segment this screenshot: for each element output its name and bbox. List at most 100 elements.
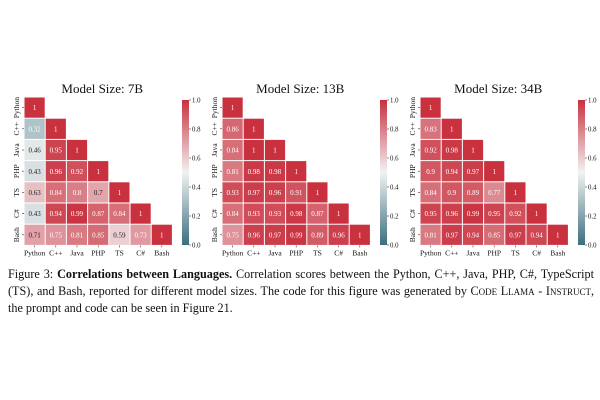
heatmap-cell [66, 182, 88, 203]
cell-value-label: 0.96 [50, 168, 63, 176]
heatmap-cell [66, 161, 88, 182]
cell-value-label: 0.98 [290, 210, 303, 218]
heatmap-cell [243, 224, 264, 245]
heatmap-panel-1: Model Size: 7B 1 0.32 1 0.46 0.95 1 0.43 0.96 0.9… [12, 81, 201, 257]
cell-value-label: 0.77 [488, 189, 501, 197]
y-tick-label: Python [210, 97, 219, 119]
heatmap-cell [88, 224, 109, 245]
heatmap-cell [462, 224, 484, 245]
cell-value-label: 0.84 [50, 189, 63, 197]
y-tick-label: TS [12, 188, 21, 197]
y-tick-label: C++ [12, 122, 21, 135]
cell-value-label: 0.32 [28, 125, 41, 133]
x-tick-label: Bash [154, 248, 169, 257]
x-tick-label: C# [334, 248, 343, 257]
heatmap-cell [130, 203, 151, 224]
heatmap-cell [45, 224, 66, 245]
cell-value-label: 0.63 [28, 189, 41, 197]
y-tick-label: C# [12, 209, 21, 218]
heatmap-cell [420, 118, 441, 139]
heatmap-cell [264, 139, 286, 161]
heatmap-cell [243, 139, 264, 161]
heatmap-cell [420, 224, 441, 245]
colorbar-tick-label: 1.0 [390, 97, 399, 104]
x-tick-label: Java [466, 248, 480, 257]
cell-value-label: 0.98 [269, 168, 282, 176]
y-tick-label: Python [408, 97, 417, 119]
cell-value-label: 0.97 [509, 231, 522, 239]
heatmap-cell [45, 161, 66, 182]
cell-value-label: 1 [316, 189, 320, 197]
caption-label: Figure 3: [8, 267, 54, 281]
cell-value-label: 1 [231, 104, 235, 112]
x-tick-label: C++ [247, 248, 260, 257]
cell-value-label: 0.91 [290, 189, 303, 197]
heatmap-cell [264, 224, 286, 245]
cell-value-label: 0.96 [332, 231, 345, 239]
heatmap-cell [526, 224, 547, 245]
cell-value-label: 0.86 [226, 125, 239, 133]
heatmap-cell [264, 161, 286, 182]
cell-value-label: 0.93 [248, 210, 261, 218]
heatmap-title: Model Size: 7B [61, 81, 143, 96]
cell-value-label: 0.89 [467, 189, 480, 197]
heatmap-cell [307, 182, 328, 203]
cell-value-label: 1 [118, 189, 122, 197]
cell-value-label: 1 [33, 104, 37, 112]
heatmap-cell [88, 161, 109, 182]
heatmap-cell [24, 203, 45, 224]
x-tick-label: Python [222, 248, 244, 257]
heatmap-cell [243, 182, 264, 203]
x-tick-label: C++ [445, 248, 458, 257]
cell-value-label: 0.43 [28, 168, 41, 176]
cell-value-label: 1 [75, 147, 79, 155]
heatmap-cell [526, 203, 547, 224]
heatmap-cell [441, 118, 462, 139]
heatmap-cell [243, 118, 264, 139]
y-tick-label: Bash [12, 227, 21, 242]
y-tick-label: C# [210, 209, 219, 218]
heatmap-cell [222, 203, 243, 224]
heatmap-cell [462, 203, 484, 224]
colorbar-tick-label: 0.8 [588, 126, 597, 133]
cell-value-label: 0.89 [311, 231, 324, 239]
x-tick-label: TS [511, 248, 520, 257]
cell-value-label: 0.93 [226, 189, 239, 197]
heatmap-cell [66, 139, 88, 161]
y-tick-label: TS [210, 188, 219, 197]
cell-value-label: 0.7 [94, 189, 103, 197]
heatmap-panel-3: Model Size: 34B 1 0.83 1 0.92 0.98 1 0.9 0.94 0.9… [408, 81, 597, 257]
cell-value-label: 0.59 [113, 231, 126, 239]
heatmap-cell [243, 161, 264, 182]
cell-value-label: 0.99 [467, 210, 480, 218]
heatmap-cell [286, 182, 307, 203]
heatmap-cell [243, 203, 264, 224]
cell-value-label: 0.73 [134, 231, 147, 239]
cell-value-label: 0.46 [28, 147, 41, 155]
heatmap-cell [222, 224, 243, 245]
caption-model-name: Code Llama - Instruct [470, 284, 591, 298]
cell-value-label: 0.95 [50, 147, 63, 155]
x-tick-label: TS [115, 248, 124, 257]
colorbar [380, 100, 387, 245]
cell-value-label: 1 [252, 125, 256, 133]
cell-value-label: 0.81 [424, 231, 437, 239]
heatmap-cell [109, 224, 130, 245]
heatmap-cell [24, 182, 45, 203]
heatmap-cell [222, 97, 243, 118]
x-tick-label: C# [532, 248, 541, 257]
cell-value-label: 0.96 [248, 231, 261, 239]
cell-value-label: 0.94 [50, 210, 63, 218]
colorbar [578, 100, 585, 245]
x-tick-label: PHP [487, 248, 501, 257]
x-tick-label: PHP [289, 248, 303, 257]
heatmap-cell [328, 203, 349, 224]
y-tick-label: PHP [12, 164, 21, 178]
cell-value-label: 0.92 [509, 210, 522, 218]
heatmap-cell [286, 161, 307, 182]
x-tick-label: Python [24, 248, 46, 257]
heatmap-cell [547, 224, 568, 245]
heatmap-cell [420, 139, 441, 161]
y-tick-label: TS [408, 188, 417, 197]
cell-value-label: 0.94 [446, 168, 459, 176]
